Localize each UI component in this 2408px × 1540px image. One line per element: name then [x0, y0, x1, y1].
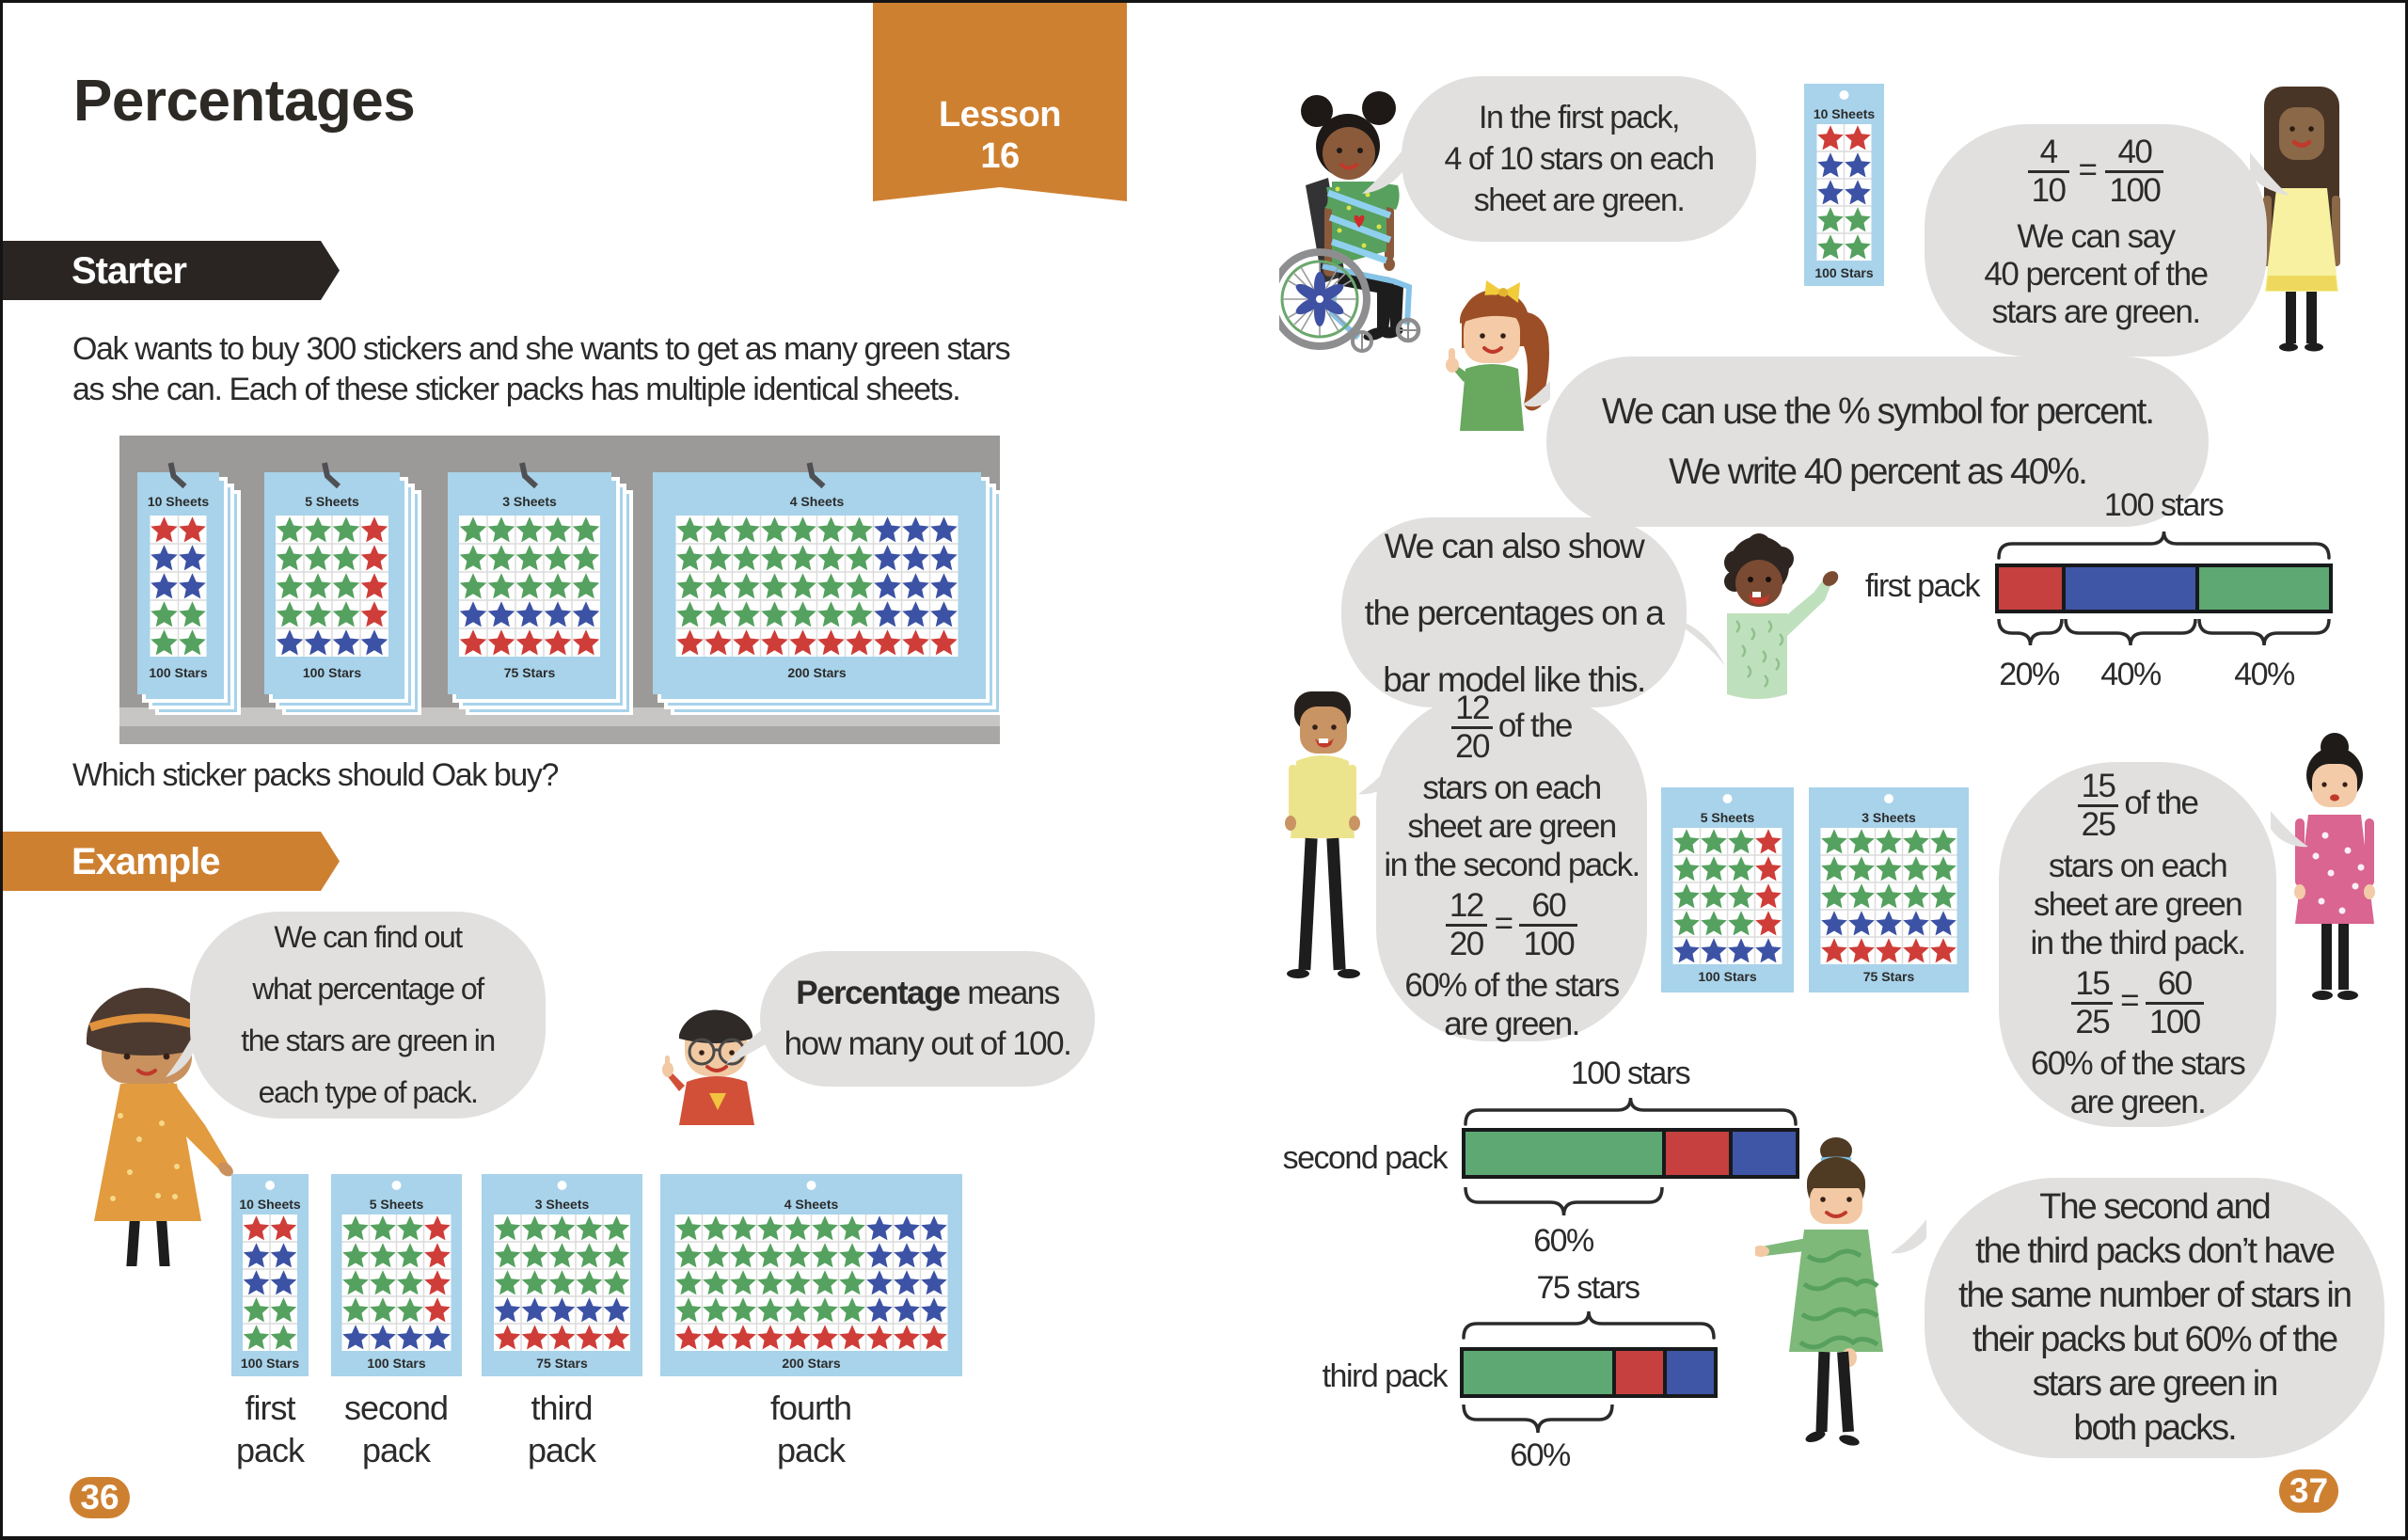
svg-text:100 Stars: 100 Stars	[1698, 969, 1756, 984]
svg-text:200 Stars: 200 Stars	[787, 665, 846, 680]
svg-text:3 Sheets: 3 Sheets	[502, 494, 557, 509]
svg-text:10 Sheets: 10 Sheets	[148, 494, 210, 509]
svg-text:100 Stars: 100 Stars	[1814, 265, 1873, 280]
svg-text:10 Sheets: 10 Sheets	[1814, 106, 1876, 121]
svg-text:10 Sheets: 10 Sheets	[239, 1197, 301, 1212]
svg-text:3 Sheets: 3 Sheets	[1861, 810, 1916, 825]
svg-text:100 Stars: 100 Stars	[367, 1356, 425, 1371]
svg-text:5 Sheets: 5 Sheets	[305, 494, 359, 509]
svg-text:200 Stars: 200 Stars	[782, 1356, 840, 1371]
svg-text:4 Sheets: 4 Sheets	[790, 494, 845, 509]
svg-text:5 Sheets: 5 Sheets	[370, 1197, 424, 1212]
svg-text:5 Sheets: 5 Sheets	[1701, 810, 1755, 825]
svg-text:100 Stars: 100 Stars	[149, 665, 207, 680]
svg-text:4 Sheets: 4 Sheets	[784, 1197, 839, 1212]
svg-text:3 Sheets: 3 Sheets	[535, 1197, 590, 1212]
svg-text:75 Stars: 75 Stars	[536, 1356, 588, 1371]
svg-text:75 Stars: 75 Stars	[504, 665, 556, 680]
svg-text:100 Stars: 100 Stars	[241, 1356, 299, 1371]
svg-text:75 Stars: 75 Stars	[1863, 969, 1915, 984]
svg-text:100 Stars: 100 Stars	[303, 665, 361, 680]
